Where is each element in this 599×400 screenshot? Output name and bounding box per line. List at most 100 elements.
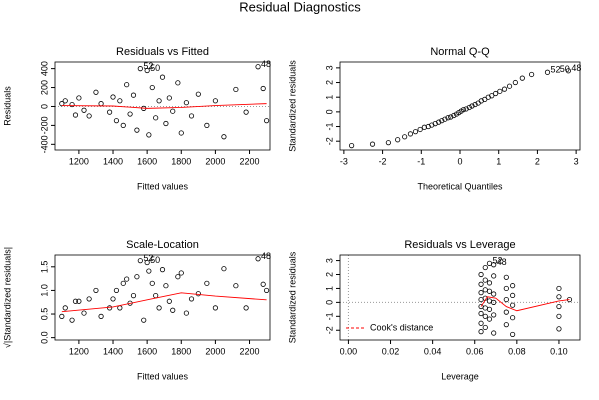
point bbox=[149, 84, 155, 91]
point-label: 52 bbox=[143, 61, 153, 71]
point bbox=[72, 112, 79, 118]
point bbox=[81, 107, 87, 113]
plot-frame bbox=[339, 61, 581, 151]
point bbox=[98, 101, 104, 107]
point bbox=[130, 293, 137, 299]
point bbox=[556, 313, 562, 319]
point-label: 52 bbox=[492, 256, 502, 266]
x-axis-label: Theoretical Quantiles bbox=[417, 181, 503, 191]
point bbox=[120, 122, 126, 128]
point bbox=[556, 285, 562, 292]
point bbox=[478, 310, 484, 317]
point bbox=[130, 92, 137, 98]
point bbox=[510, 283, 516, 289]
x-tick-label: -1 bbox=[417, 156, 425, 166]
y-tick-label: 1 bbox=[324, 286, 334, 291]
point bbox=[510, 292, 516, 299]
point bbox=[93, 287, 99, 294]
point bbox=[255, 64, 261, 70]
point bbox=[369, 141, 376, 147]
point bbox=[482, 313, 488, 319]
point bbox=[503, 322, 509, 328]
point bbox=[221, 134, 227, 140]
point bbox=[255, 256, 261, 262]
y-tick-label: -2 bbox=[324, 137, 334, 145]
y-axis-label: Residuals bbox=[2, 86, 12, 126]
point bbox=[486, 306, 493, 312]
point bbox=[510, 331, 516, 338]
point bbox=[463, 106, 469, 112]
x-tick-label: 1400 bbox=[103, 156, 123, 166]
point bbox=[221, 266, 227, 272]
point bbox=[243, 305, 249, 311]
point bbox=[486, 260, 493, 266]
y-tick-label: -1 bbox=[324, 312, 334, 320]
point bbox=[565, 68, 571, 74]
plot-frame bbox=[339, 254, 581, 341]
point bbox=[134, 127, 140, 133]
point bbox=[183, 100, 189, 106]
point bbox=[144, 67, 150, 74]
y-axis-label: Standardized residuals bbox=[287, 251, 297, 343]
point-label: 48 bbox=[261, 59, 271, 69]
point bbox=[478, 290, 484, 296]
point bbox=[175, 80, 181, 86]
point bbox=[395, 137, 401, 143]
point bbox=[170, 108, 176, 114]
x-tick-label: 2200 bbox=[240, 346, 260, 356]
point bbox=[146, 268, 152, 274]
point bbox=[349, 143, 355, 149]
point bbox=[445, 115, 451, 121]
point bbox=[469, 103, 475, 109]
point bbox=[188, 296, 195, 302]
y-tick-label: -200 bbox=[39, 116, 49, 134]
point bbox=[170, 307, 176, 313]
point bbox=[166, 298, 172, 304]
point bbox=[556, 326, 562, 332]
x-tick-label: 0.04 bbox=[424, 346, 442, 356]
y-tick-label: 0.0 bbox=[39, 331, 49, 344]
x-tick-label: 2200 bbox=[240, 156, 260, 166]
x-tick-label: 1600 bbox=[137, 346, 157, 356]
point bbox=[124, 276, 130, 282]
x-tick-label: 0 bbox=[457, 156, 462, 166]
x-tick-label: 0.10 bbox=[550, 346, 568, 356]
point bbox=[98, 313, 104, 319]
point bbox=[178, 130, 184, 136]
point bbox=[110, 296, 116, 302]
point bbox=[451, 112, 457, 119]
x-axis-label: Fitted values bbox=[137, 371, 189, 381]
x-tick-label: 1 bbox=[496, 156, 501, 166]
point bbox=[407, 131, 414, 137]
point bbox=[491, 312, 497, 318]
point bbox=[260, 281, 266, 287]
y-tick-label: -400 bbox=[39, 135, 49, 153]
point bbox=[460, 107, 467, 113]
point bbox=[478, 320, 484, 326]
point bbox=[436, 119, 442, 125]
y-tick-label: -1 bbox=[324, 123, 334, 131]
point bbox=[556, 294, 562, 300]
y-tick-label: 3 bbox=[324, 258, 334, 263]
point bbox=[107, 305, 113, 311]
point bbox=[486, 298, 493, 304]
point bbox=[482, 264, 488, 271]
point bbox=[212, 305, 218, 311]
point-label: 50 bbox=[150, 63, 160, 73]
point bbox=[62, 305, 68, 311]
point bbox=[159, 267, 166, 273]
point bbox=[482, 305, 488, 311]
point bbox=[263, 287, 270, 294]
point bbox=[503, 274, 509, 280]
plot-frame bbox=[54, 254, 271, 341]
point bbox=[506, 83, 513, 89]
plot-frame bbox=[54, 61, 271, 151]
x-axis-label: Fitted values bbox=[137, 181, 189, 191]
point bbox=[233, 86, 239, 93]
point bbox=[69, 317, 75, 323]
x-tick-label: 0.08 bbox=[508, 346, 526, 356]
point bbox=[113, 118, 120, 124]
point bbox=[120, 280, 126, 286]
point bbox=[149, 280, 155, 286]
